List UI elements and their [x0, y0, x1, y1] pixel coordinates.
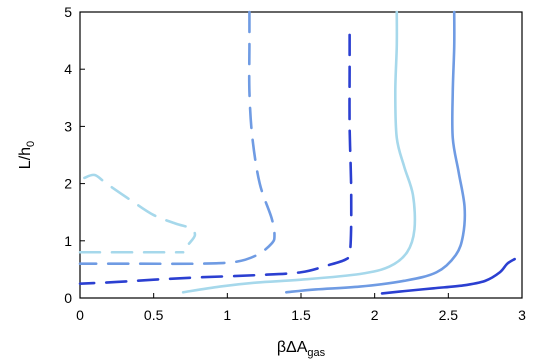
series-line-4 [78, 33, 353, 285]
x-tick-label: 0 [76, 307, 84, 323]
series-line-1 [83, 173, 197, 245]
y-tick-label: 3 [64, 118, 72, 134]
x-tick-label: 2 [371, 307, 379, 323]
tick-layer: 0 0.5 1 1.5 2 2.5 3 0 1 2 3 4 5 [64, 4, 526, 323]
y-tick-label: 1 [64, 233, 72, 249]
x-axis-title: βΔAgas [277, 339, 326, 359]
x-tick-label: 1.5 [291, 307, 311, 323]
y-tick-label: 0 [64, 290, 72, 306]
series-line-6 [284, 10, 467, 294]
y-axis-title: L/h0 [17, 141, 37, 169]
x-tick-label: 1 [223, 307, 231, 323]
x-tick-label: 2.5 [439, 307, 459, 323]
x-tick-label: 3 [518, 307, 526, 323]
y-tick-label: 2 [64, 176, 72, 192]
series-layer [78, 10, 516, 295]
series-line-5 [181, 10, 417, 294]
y-tick-label: 5 [64, 4, 72, 20]
series-line-7 [380, 257, 516, 295]
x-tick-label: 0.5 [144, 307, 164, 323]
series-line-3 [78, 10, 276, 266]
y-tick-label: 4 [64, 61, 72, 77]
